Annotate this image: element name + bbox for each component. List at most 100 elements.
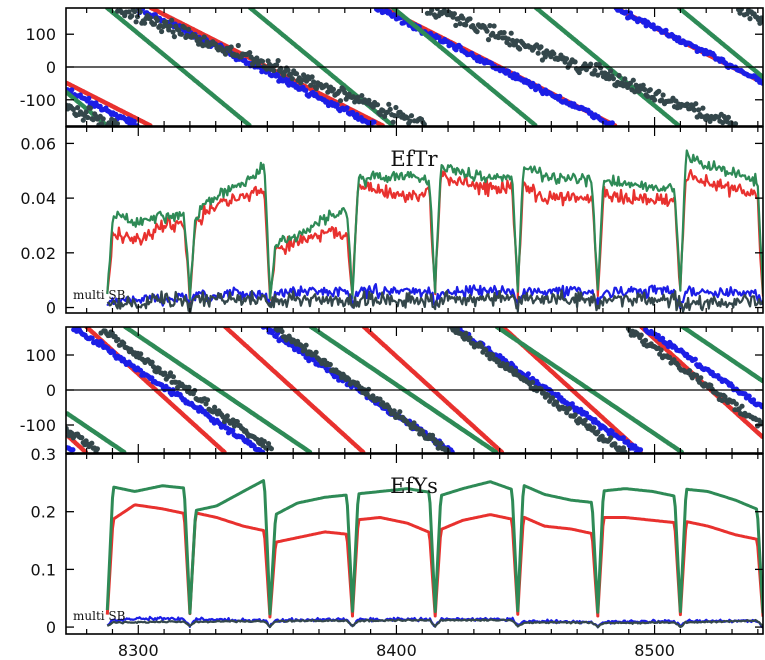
- data-point: [309, 74, 315, 80]
- x-tick-label: 8300: [118, 641, 159, 660]
- data-point: [608, 68, 614, 74]
- y-tick-label: 0.3: [31, 445, 56, 464]
- data-point: [160, 24, 166, 30]
- data-point: [69, 87, 75, 93]
- panel-title: EfYs: [390, 474, 438, 498]
- data-point: [467, 16, 473, 22]
- data-point: [230, 427, 236, 434]
- data-point: [204, 397, 211, 403]
- data-point: [133, 19, 139, 25]
- data-point: [377, 111, 383, 118]
- data-point: [495, 358, 502, 364]
- series-1: [66, 327, 763, 453]
- data-point: [147, 15, 153, 21]
- data-point: [274, 71, 280, 78]
- data-point: [311, 79, 317, 85]
- data-point: [386, 101, 392, 107]
- series-3: [66, 327, 763, 453]
- data-point: [89, 440, 95, 446]
- data-point: [545, 392, 551, 398]
- y-tick-label: 0: [46, 58, 56, 77]
- data-point: [620, 435, 627, 441]
- data-point: [228, 44, 234, 50]
- data-point: [506, 68, 512, 74]
- series-line-3: [106, 618, 763, 629]
- y-tick-label: 0: [46, 299, 56, 318]
- data-point: [325, 89, 331, 95]
- data-point: [274, 62, 280, 68]
- data-point: [137, 9, 143, 15]
- data-point: [275, 58, 281, 64]
- data-point: [429, 8, 435, 13]
- data-point: [391, 408, 397, 414]
- data-point: [126, 9, 132, 15]
- data-point: [313, 86, 319, 92]
- data-point: [698, 375, 704, 381]
- data-point: [517, 46, 523, 52]
- data-point: [86, 95, 92, 101]
- data-point: [222, 51, 229, 57]
- data-point: [293, 71, 300, 77]
- data-point: [637, 447, 644, 453]
- data-point: [167, 370, 174, 376]
- data-point: [759, 420, 763, 426]
- y-tick-label: 100: [25, 25, 56, 44]
- data-point: [79, 435, 85, 441]
- data-point: [659, 97, 665, 103]
- data-point: [89, 335, 95, 341]
- data-point: [616, 72, 622, 79]
- data-point: [154, 17, 160, 23]
- data-point: [149, 375, 155, 381]
- data-point: [260, 449, 266, 453]
- panel-amplitude-efys: EfYs multi SB 0 0.1 0.2 0.3 8300 8400 8500: [31, 445, 764, 660]
- data-point: [656, 88, 662, 94]
- data-point: [308, 82, 314, 88]
- data-point: [693, 101, 699, 107]
- data-point: [313, 349, 319, 355]
- data-point: [149, 359, 155, 365]
- data-point: [134, 14, 141, 20]
- data-point: [746, 393, 752, 399]
- data-point: [99, 340, 105, 346]
- data-point: [652, 97, 658, 103]
- data-point: [142, 20, 148, 26]
- data-point: [171, 34, 177, 40]
- data-point: [387, 407, 393, 413]
- series-3: [66, 8, 763, 126]
- data-point: [355, 94, 361, 100]
- data-point: [551, 51, 557, 57]
- data-point: [457, 21, 463, 27]
- series-line-0: [105, 503, 763, 619]
- data-point: [371, 119, 377, 125]
- y-tick-label: 0.04: [20, 189, 56, 208]
- data-point: [451, 11, 457, 17]
- data-point: [605, 71, 611, 78]
- data-point: [642, 337, 649, 343]
- data-point: [70, 447, 76, 453]
- data-point: [411, 420, 417, 426]
- data-point: [359, 93, 365, 99]
- data-point: [557, 93, 563, 99]
- data-point: [719, 397, 725, 404]
- data-point: [609, 120, 615, 126]
- data-point: [80, 117, 86, 123]
- data-point: [490, 30, 496, 36]
- data-point: [720, 120, 726, 126]
- data-point: [453, 22, 459, 28]
- data-point: [283, 76, 289, 82]
- data-point: [390, 119, 396, 125]
- data-point: [115, 336, 121, 343]
- data-point: [85, 114, 91, 121]
- data-point: [438, 440, 444, 446]
- data-point: [647, 87, 653, 93]
- data-point: [622, 76, 628, 82]
- data-point: [181, 25, 187, 31]
- data-point: [747, 16, 753, 22]
- data-point: [667, 354, 673, 360]
- data-point: [491, 23, 497, 29]
- data-point: [193, 33, 199, 39]
- data-point: [737, 10, 743, 16]
- data-point: [87, 105, 93, 111]
